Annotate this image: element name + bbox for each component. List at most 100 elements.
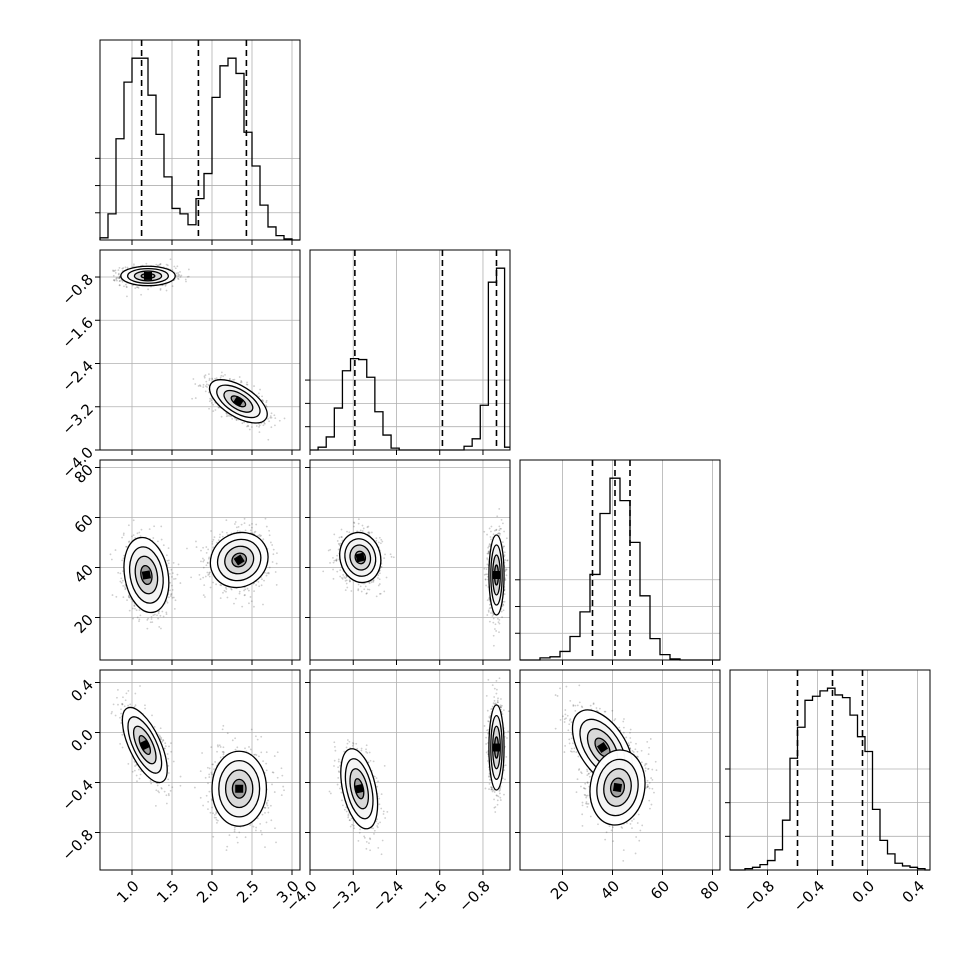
sample-point — [384, 553, 386, 556]
sample-point — [246, 383, 249, 386]
sample-point — [138, 609, 141, 611]
sample-point — [381, 540, 384, 543]
sample-point — [247, 424, 249, 427]
sample-point — [133, 265, 135, 268]
sample-point — [357, 518, 360, 521]
sample-point — [126, 599, 128, 602]
sample-point — [269, 416, 272, 419]
sample-point — [493, 529, 496, 532]
sample-point — [187, 275, 190, 278]
sample-point — [215, 377, 218, 380]
sample-point — [205, 383, 208, 386]
sample-point — [177, 273, 180, 276]
sample-point — [244, 529, 247, 532]
sample-point — [192, 378, 195, 380]
sample-point — [208, 575, 211, 578]
sample-point — [339, 542, 342, 545]
sample-point — [156, 614, 158, 617]
x-tick-label: 0.0 — [849, 877, 879, 907]
sample-point — [162, 615, 165, 618]
sample-point — [217, 539, 220, 542]
sample-point — [226, 596, 229, 599]
sample-point — [199, 385, 202, 388]
sample-point — [179, 271, 181, 273]
sample-point — [368, 532, 371, 535]
sample-point — [208, 571, 211, 574]
sample-point — [194, 383, 197, 385]
sample-point — [218, 536, 221, 539]
y-tick-label: −2.4 — [59, 357, 97, 395]
sample-point — [131, 607, 134, 610]
sample-point — [225, 588, 228, 590]
sample-point — [338, 543, 341, 546]
sample-point — [127, 524, 130, 527]
sample-point — [109, 553, 112, 556]
sample-point — [167, 596, 170, 599]
sample-point — [121, 267, 124, 270]
sample-point — [113, 279, 116, 281]
sample-point — [122, 557, 125, 560]
sample-point — [335, 559, 337, 561]
sample-point — [268, 420, 271, 423]
sample-point — [250, 526, 253, 529]
sample-point — [220, 415, 223, 418]
sample-point — [366, 588, 369, 591]
sample-point — [133, 263, 135, 266]
sample-point — [333, 533, 336, 536]
sample-point — [348, 579, 351, 581]
sample-point — [348, 531, 351, 534]
sample-point — [498, 525, 501, 528]
sample-point — [180, 274, 183, 277]
sample-point — [353, 522, 356, 524]
sample-point — [128, 596, 131, 599]
sample-point — [121, 559, 124, 562]
sample-point — [118, 284, 121, 287]
sample-point — [390, 555, 393, 558]
sample-point — [274, 571, 277, 573]
sample-point — [153, 613, 156, 616]
sample-point — [112, 270, 115, 273]
sample-point — [203, 584, 206, 587]
sample-point — [122, 534, 125, 536]
sample-point — [498, 532, 501, 535]
sample-point — [492, 617, 495, 620]
sample-point — [345, 576, 348, 579]
sample-point — [378, 583, 381, 585]
sample-point — [126, 295, 128, 298]
sample-point — [238, 376, 241, 378]
sample-point — [165, 554, 168, 557]
sample-point — [337, 542, 340, 545]
sample-point — [225, 531, 228, 534]
sample-point — [208, 373, 210, 376]
sample-point — [255, 523, 258, 526]
sample-point — [224, 373, 226, 376]
sample-point — [225, 413, 228, 415]
sample-point — [140, 293, 143, 296]
sample-point — [250, 426, 253, 428]
sample-point — [118, 284, 121, 287]
sample-point — [500, 518, 503, 521]
sample-point — [136, 532, 139, 535]
density-peak — [144, 271, 152, 280]
sample-point — [207, 384, 210, 386]
sample-point — [378, 578, 381, 581]
sample-point — [364, 585, 367, 588]
sample-point — [214, 409, 217, 411]
sample-point — [343, 576, 346, 578]
sample-point — [260, 534, 262, 537]
sample-point — [503, 545, 505, 548]
sample-point — [350, 590, 353, 592]
sample-point — [372, 580, 375, 583]
sample-point — [166, 601, 169, 604]
sample-point — [202, 576, 205, 579]
sample-point — [253, 605, 255, 608]
sample-point — [169, 581, 172, 584]
panel-frame — [99, 39, 301, 241]
sample-point — [230, 588, 233, 591]
sample-point — [498, 534, 501, 537]
sample-point — [344, 589, 347, 591]
sample-point — [200, 560, 202, 563]
sample-point — [266, 572, 269, 575]
sample-point — [270, 426, 273, 429]
sample-point — [139, 535, 142, 538]
